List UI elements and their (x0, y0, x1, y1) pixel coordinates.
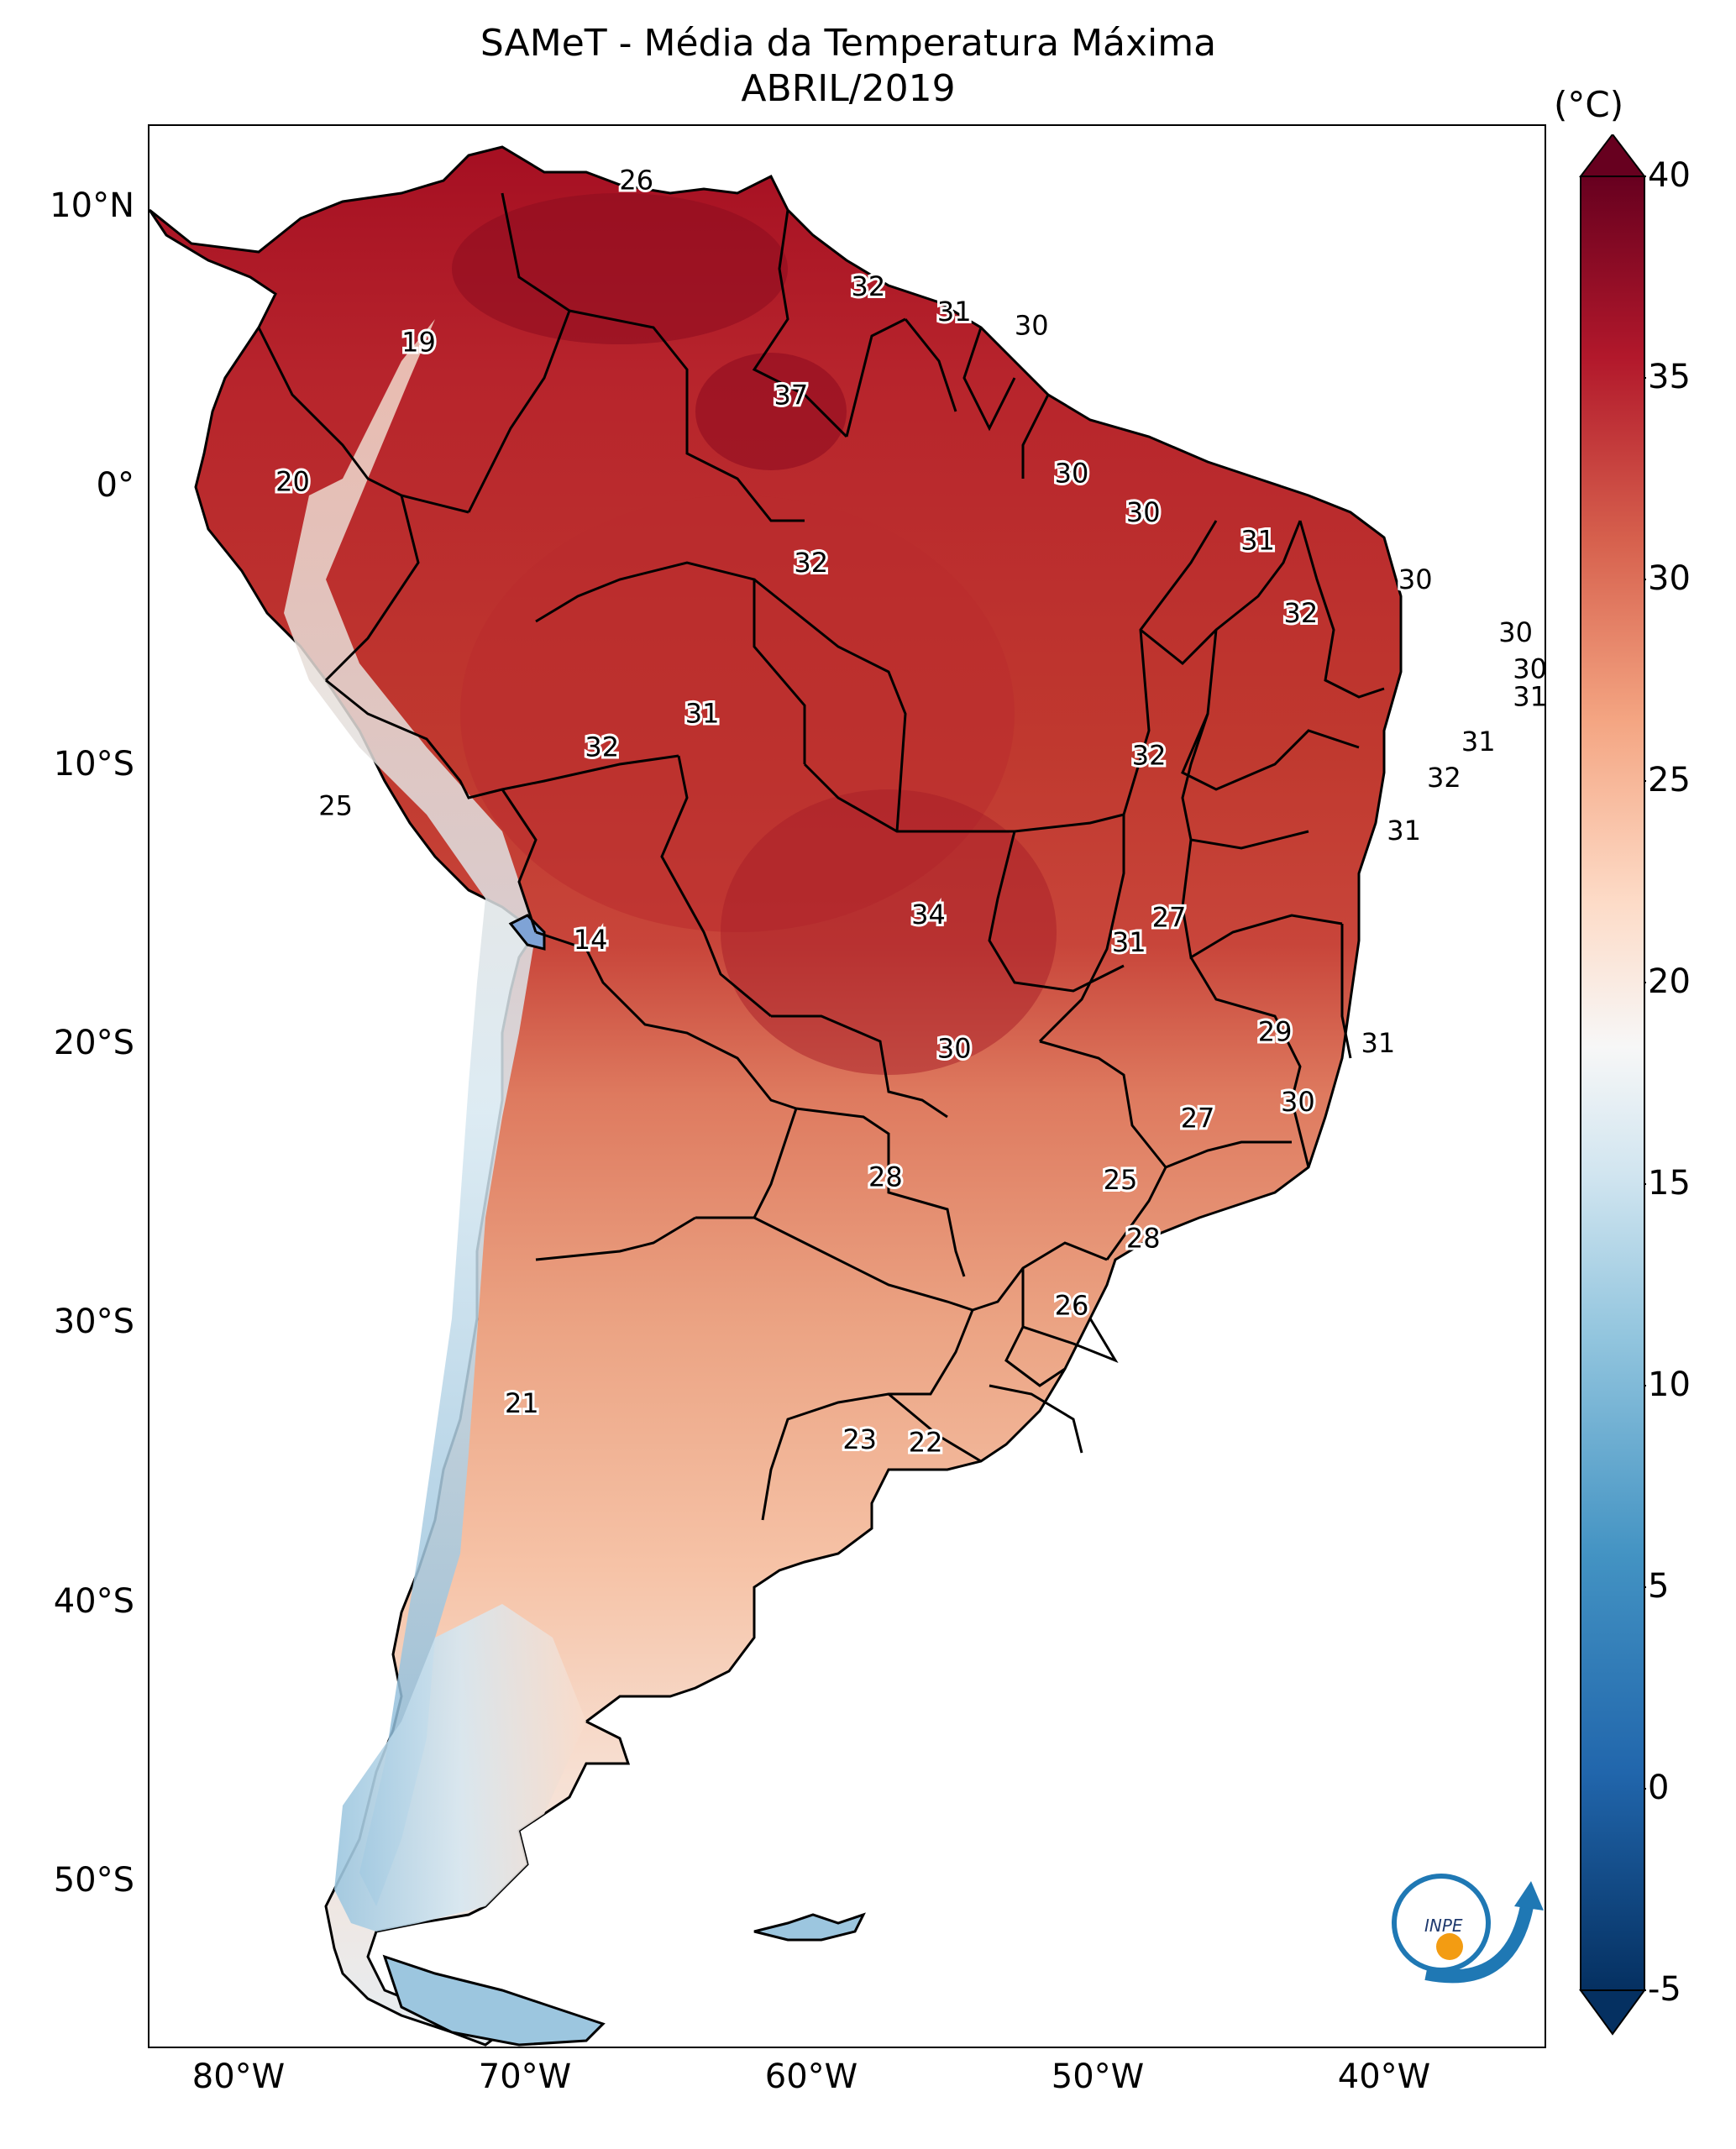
colorbar (1579, 134, 1646, 2036)
temperature-label: 30 (1015, 309, 1049, 341)
lat-label-40s: 40°S (53, 1582, 134, 1621)
temperature-label: 25 (1104, 1164, 1138, 1196)
colorbar-lower-arrow (1579, 1989, 1646, 2036)
temperature-label: 27 (1152, 901, 1187, 933)
colorbar-tick-label: 30 (1648, 559, 1691, 598)
temperature-label: 25 (318, 789, 353, 821)
lon-label-80w: 80°W (191, 2057, 286, 2096)
temperature-label: 31 (1461, 726, 1496, 757)
temperature-label: 32 (794, 547, 828, 579)
temperature-label: 30 (1398, 563, 1433, 595)
lon-label-40w: 40°W (1337, 2057, 1431, 2096)
country-borders (257, 192, 1385, 1521)
lon-label-60w: 60°W (764, 2057, 858, 2096)
lake-titicaca (508, 914, 546, 951)
temperature-label: 37 (774, 380, 808, 411)
roraima-hot-area (695, 353, 847, 470)
colorbar-tick-label: 25 (1648, 761, 1691, 799)
temperature-label: 31 (1112, 926, 1146, 958)
temperature-label: 32 (1283, 597, 1318, 629)
lat-label-10n: 10°N (50, 186, 134, 225)
temperature-label: 23 (842, 1423, 877, 1455)
lat-label-10s: 10°S (53, 745, 134, 784)
mato-grosso-hot-area (721, 789, 1057, 1075)
temperature-label: 27 (1181, 1103, 1215, 1135)
colorbar-tick-label: 40 (1648, 156, 1691, 195)
temperature-label: 31 (1361, 1027, 1396, 1059)
falkland-islands (753, 1912, 866, 1942)
temperature-label: 32 (585, 731, 619, 763)
lat-label-0: 0° (96, 466, 134, 505)
andes-cool-band (284, 319, 536, 1906)
temperature-label: 30 (1281, 1086, 1315, 1118)
map-panel: INPE 26 32 31 30 19 37 20 30 30 31 32 30 32 30 30 31 31 3… (148, 124, 1546, 2048)
temperature-label: 28 (1126, 1223, 1161, 1255)
temperature-label: 31 (937, 296, 972, 328)
temperature-label: 20 (275, 466, 310, 498)
temperature-label: 30 (1513, 653, 1546, 684)
temperature-label: 31 (1387, 815, 1421, 846)
temperature-label: 14 (574, 924, 608, 956)
lat-label-20s: 20°S (53, 1024, 134, 1062)
temperature-label: 22 (909, 1426, 943, 1458)
lat-label-30s: 30°S (53, 1303, 134, 1341)
temperature-label: 30 (1126, 496, 1161, 528)
temperature-label: 19 (401, 326, 436, 358)
temperature-label: 31 (1513, 681, 1546, 713)
colorbar-tick-label: 10 (1648, 1365, 1691, 1404)
inpe-logo: INPE (1392, 1874, 1544, 1984)
temperature-label: 32 (1132, 739, 1167, 771)
lat-label-50s: 50°S (53, 1861, 134, 1900)
temperature-label: 26 (1055, 1289, 1089, 1321)
temperature-label: 34 (911, 899, 946, 930)
patagonia-cool-area (334, 1604, 586, 1931)
colorbar-tick-label: -5 (1648, 1970, 1681, 2009)
temperature-label: 32 (1427, 762, 1461, 794)
temperature-label: 30 (1498, 616, 1533, 648)
colorbar-upper-arrow (1579, 134, 1646, 177)
temperature-label: 30 (1055, 458, 1089, 490)
colorbar-tick-label: 35 (1648, 358, 1691, 396)
temperature-label: 31 (1240, 524, 1275, 556)
colorbar-tick-label: 5 (1648, 1567, 1670, 1606)
svg-text:INPE: INPE (1424, 1916, 1463, 1936)
temperature-label: 26 (619, 165, 653, 197)
lon-label-70w: 70°W (478, 2057, 572, 2096)
temperature-label: 29 (1258, 1016, 1293, 1048)
temperature-label: 28 (868, 1161, 903, 1193)
map-subtitle: ABRIL/2019 (741, 67, 956, 110)
temperature-label: 21 (505, 1387, 539, 1419)
colorbar-tick-label: 0 (1648, 1769, 1670, 1807)
temperature-label: 31 (685, 698, 720, 730)
tierra-del-fuego (382, 1954, 606, 2047)
venezuela-hot-area (452, 193, 788, 344)
map-title: SAMeT - Média da Temperatura Máxima (480, 22, 1217, 65)
lon-label-50w: 50°W (1051, 2057, 1145, 2096)
colorbar-gradient (1580, 176, 1645, 1991)
colorbar-tick-label: 20 (1648, 962, 1691, 1001)
colorbar-tick-label: 15 (1648, 1164, 1691, 1203)
temperature-label: 30 (937, 1033, 972, 1065)
colorbar-unit: (°C) (1554, 84, 1624, 125)
temperature-label: 32 (852, 270, 886, 302)
